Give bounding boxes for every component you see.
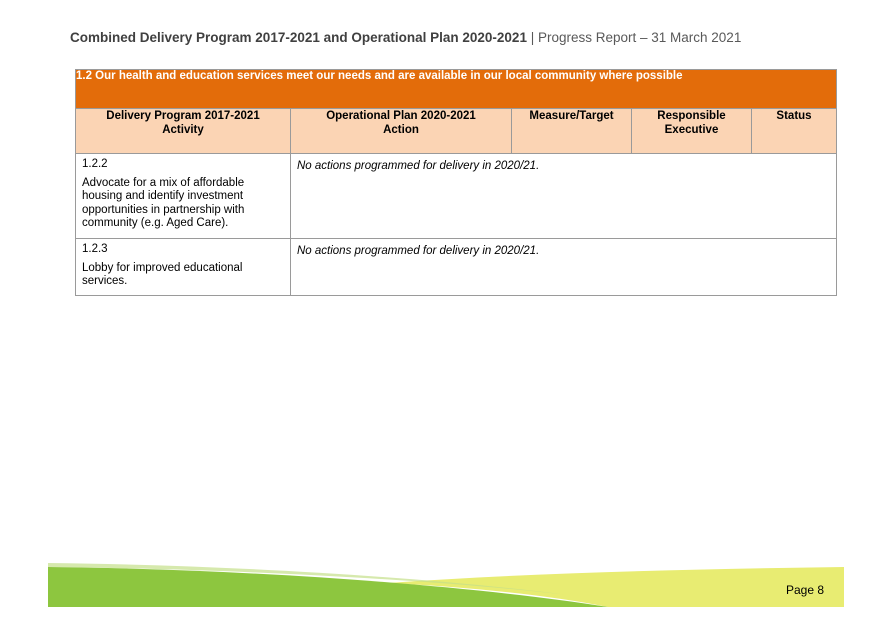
document-subtitle: Progress Report – 31 March 2021 <box>537 30 742 45</box>
progress-table: 1.2 Our health and education services me… <box>74 69 838 296</box>
column-header-action: Operational Plan 2020-2021 Action <box>290 108 512 154</box>
header-separator: | <box>526 30 538 45</box>
activity-cell: 1.2.3 Lobby for improved educational ser… <box>75 238 291 296</box>
footer-green-swoosh <box>48 567 608 607</box>
section-heading-row: 1.2 Our health and education services me… <box>74 69 838 109</box>
column-header-measure: Measure/Target <box>511 108 632 154</box>
footer-yellow-swoosh <box>388 567 844 607</box>
column-header-responsible-line2: Executive <box>664 124 719 136</box>
column-header-action-line2: Action <box>383 124 419 136</box>
activity-text: Lobby for improved educational services. <box>82 261 243 288</box>
footer-decoration <box>48 563 844 607</box>
activity-code: 1.2.2 <box>82 158 108 170</box>
column-header-row: Delivery Program 2017-2021 Activity Oper… <box>75 108 838 154</box>
activity-code: 1.2.3 <box>82 243 108 255</box>
activity-cell: 1.2.2 Advocate for a mix of affordable h… <box>75 153 291 239</box>
column-header-responsible: Responsible Executive <box>631 108 752 154</box>
column-header-status: Status <box>750 108 838 154</box>
action-cell: No actions programmed for delivery in 20… <box>289 238 838 296</box>
column-header-activity: Delivery Program 2017-2021 Activity <box>75 108 291 154</box>
column-header-activity-line2: Activity <box>162 124 204 136</box>
action-cell: No actions programmed for delivery in 20… <box>289 153 838 239</box>
table-row: 1.2.2 Advocate for a mix of affordable h… <box>75 153 838 239</box>
document-title: Combined Delivery Program 2017-2021 and … <box>70 30 527 45</box>
activity-text: Advocate for a mix of affordable housing… <box>82 176 245 230</box>
column-header-activity-line1: Delivery Program 2017-2021 <box>106 110 260 122</box>
footer-light-green-edge <box>48 563 568 595</box>
column-header-action-line1: Operational Plan 2020-2021 <box>326 110 476 122</box>
page-number: Page 8 <box>786 583 825 597</box>
page-header: Combined Delivery Program 2017-2021 and … <box>70 30 741 45</box>
table-row: 1.2.3 Lobby for improved educational ser… <box>75 238 838 296</box>
column-header-responsible-line1: Responsible <box>657 110 726 122</box>
section-heading: 1.2 Our health and education services me… <box>74 69 838 109</box>
